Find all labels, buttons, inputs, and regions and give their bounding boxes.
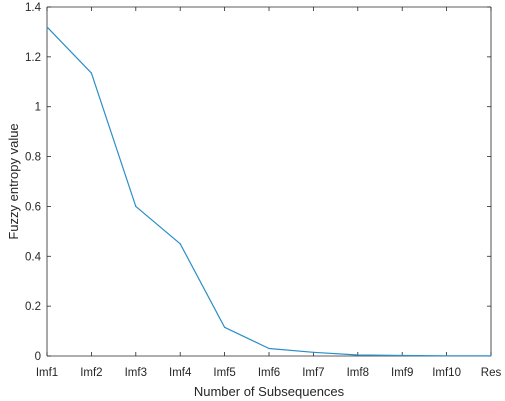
y-tick-label: 0.2 [25, 301, 41, 313]
data-point [490, 355, 492, 357]
x-tick-label: Imf7 [302, 367, 324, 379]
data-point [268, 347, 270, 350]
y-axis-title: Fuzzy entropy value [6, 123, 21, 239]
data-point [401, 354, 403, 357]
y-tick-label: 0 [35, 351, 41, 363]
data-point [446, 355, 448, 357]
x-tick-label: Imf10 [432, 367, 461, 379]
x-tick-label: Imf4 [169, 367, 192, 379]
series-layer [46, 26, 492, 357]
y-tick-label: 1.2 [25, 52, 41, 64]
x-tick-label: Res [481, 367, 502, 379]
x-tick-label: Imf5 [213, 367, 235, 379]
data-point [46, 26, 48, 28]
y-tick-label: 0.4 [25, 251, 42, 263]
data-point [179, 243, 181, 245]
x-tick-label: Imf2 [80, 367, 102, 379]
x-axis-ticks: Imf1 Imf2 Imf3 Imf4 Imf5 Imf6 Imf7 Imf8 Imf9 Imf1… [36, 7, 502, 379]
x-tick-label: Imf6 [258, 367, 280, 379]
data-point [135, 205, 137, 208]
plot-area [46, 6, 492, 357]
y-tick-label: 1 [35, 102, 41, 114]
y-tick-label: 0.8 [25, 152, 41, 164]
x-tick-label: Imf9 [391, 367, 413, 379]
data-point [312, 351, 314, 353]
y-tick-label: 1.4 [25, 2, 42, 14]
plot-background [47, 7, 491, 356]
y-axis-ticks: 0 0.2 0.4 0.6 0.8 1 1.2 1.4 [25, 2, 491, 363]
x-tick-label: Imf8 [347, 367, 369, 379]
data-point [357, 354, 359, 356]
y-tick-label: 0.6 [25, 201, 41, 213]
x-axis-title: Number of Subsequences [194, 384, 345, 399]
data-point [90, 72, 92, 74]
x-tick-label: Imf1 [36, 367, 58, 379]
x-tick-label: Imf3 [125, 367, 147, 379]
data-point [224, 326, 226, 328]
